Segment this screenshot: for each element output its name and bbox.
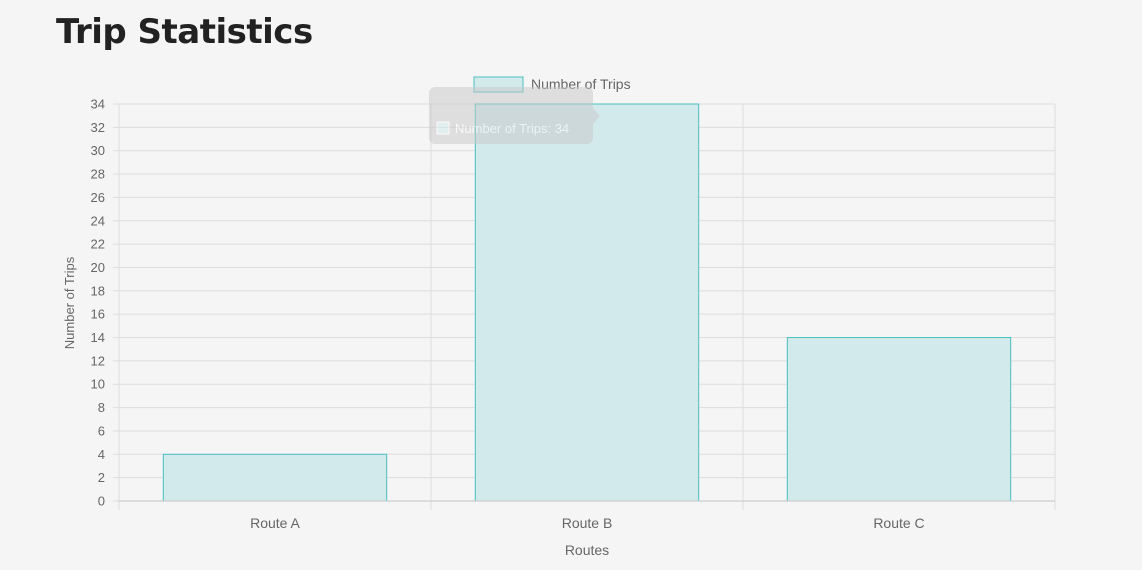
y-tick-label: 18: [91, 283, 105, 298]
x-tick-label: Route A: [250, 515, 300, 531]
y-tick-label: 12: [91, 353, 105, 368]
x-tick-label: Route B: [562, 515, 613, 531]
y-tick-label: 2: [98, 470, 105, 485]
y-tick-label: 22: [91, 237, 105, 252]
y-tick-label: 10: [91, 377, 105, 392]
y-tick-label: 4: [98, 447, 105, 462]
bars: [162, 103, 1012, 502]
y-tick-label: 30: [91, 143, 105, 158]
y-tick-label: 26: [91, 190, 105, 205]
tooltip-text: Number of Trips: 34: [455, 121, 569, 136]
y-tick-label: 16: [91, 307, 105, 322]
y-tick-label: 24: [91, 213, 105, 228]
x-axis-title: Routes: [565, 542, 609, 558]
x-tick-label: Route C: [873, 515, 924, 531]
y-tick-label: 28: [91, 167, 105, 182]
page-title: Trip Statistics: [56, 12, 313, 52]
bar-route-a: [162, 453, 388, 502]
tooltip: Number of Trips: 34: [429, 87, 600, 144]
y-tick-label: 8: [98, 400, 105, 415]
bar-route-b: [474, 103, 700, 502]
tooltip-box: [429, 87, 593, 144]
y-tick-label: 6: [98, 423, 105, 438]
y-axis-title: Number of Trips: [62, 256, 77, 349]
tooltip-pointer: [593, 108, 600, 124]
y-tick-label: 20: [91, 260, 105, 275]
tooltip-swatch: [436, 121, 450, 135]
bar-route-c: [786, 337, 1012, 502]
y-tick-label: 14: [91, 330, 105, 345]
y-tick-label: 32: [91, 120, 105, 135]
y-tick-label: 0: [98, 494, 105, 509]
y-tick-label: 34: [91, 97, 105, 112]
